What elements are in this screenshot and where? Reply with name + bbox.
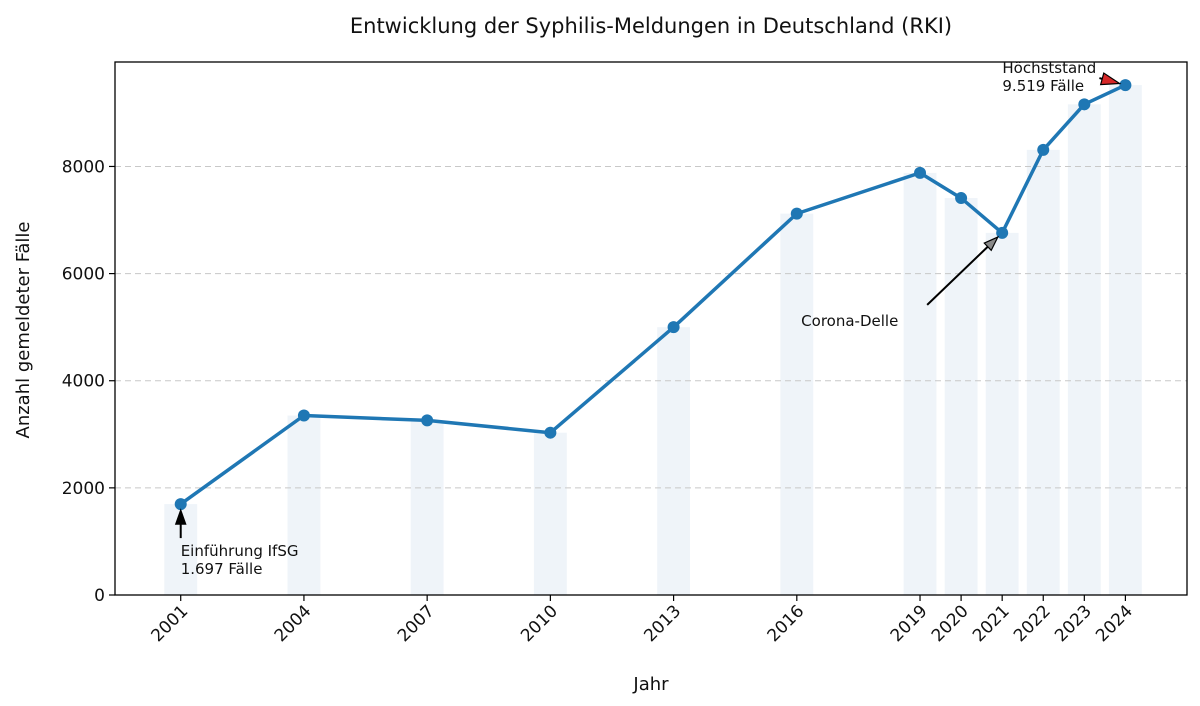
data-point-2016 xyxy=(790,207,803,220)
background-bar-2004 xyxy=(287,415,321,595)
annotation-text: Höchststand 9.519 Fälle xyxy=(1002,59,1096,95)
background-bar-2013 xyxy=(657,327,691,595)
annotation-corona: Corona-Delle xyxy=(801,235,1000,330)
x-tick-label: 2001 xyxy=(148,601,193,646)
plot-frame xyxy=(114,61,1188,596)
background-bar-2023 xyxy=(1067,104,1101,595)
background-bar-2019 xyxy=(903,172,937,595)
data-point-2019 xyxy=(914,166,927,179)
y-tick-label: 8000 xyxy=(62,157,105,177)
y-tick-label: 4000 xyxy=(62,372,105,392)
data-point-2024 xyxy=(1119,79,1132,92)
annotations: Einführung IfSG 1.697 Fälle Corona-Delle Hö… xyxy=(174,59,1122,578)
annotation-arrow-shaft xyxy=(926,246,989,306)
x-axis-label: Jahr xyxy=(632,674,669,695)
x-tick-label: 2004 xyxy=(271,601,316,646)
x-tick-label: 2016 xyxy=(764,601,809,646)
annotation-peak: Höchststand 9.519 Fälle xyxy=(1002,59,1122,95)
x-tick-label: 2013 xyxy=(640,601,685,646)
x-tick-label: 2010 xyxy=(517,601,562,646)
background-bar-2007 xyxy=(410,420,444,595)
x-tick-label: 2024 xyxy=(1092,601,1137,646)
annotation-line: 9.519 Fälle xyxy=(1002,77,1084,95)
annotation-line: 1.697 Fälle xyxy=(181,560,263,578)
background-bars xyxy=(164,85,1142,595)
gridlines xyxy=(115,165,1187,489)
annotation-text: Einführung IfSG 1.697 Fälle xyxy=(181,542,299,578)
x-tick-label: 2021 xyxy=(969,601,1014,646)
annotation-line: Einführung IfSG xyxy=(181,542,299,560)
background-bar-2024 xyxy=(1108,85,1142,595)
annotation-text: Corona-Delle xyxy=(801,312,898,330)
annotation-line: Höchststand xyxy=(1002,59,1096,77)
data-point-2004 xyxy=(297,409,310,422)
y-axis-label: Anzahl gemeldeter Fälle xyxy=(13,221,34,438)
background-bar-2022 xyxy=(1026,149,1060,595)
data-point-2021 xyxy=(996,226,1009,239)
chart-title: Entwicklung der Syphilis-Meldungen in De… xyxy=(350,14,952,38)
series-syphilis xyxy=(174,79,1132,511)
background-bar-2020 xyxy=(944,198,978,595)
annotation-ifsg: Einführung IfSG 1.697 Fälle xyxy=(174,508,299,578)
annotation-line: Corona-Delle xyxy=(801,312,898,330)
x-tick-label: 2023 xyxy=(1051,601,1096,646)
x-tick-label: 2022 xyxy=(1010,601,1055,646)
x-axis: 2001 2004 2007 2010 2013 2016 2019202020212022… xyxy=(148,595,1137,646)
data-point-2022 xyxy=(1037,143,1050,156)
data-point-2023 xyxy=(1078,98,1091,111)
data-point-2007 xyxy=(421,414,434,427)
background-bar-2016 xyxy=(780,213,814,595)
background-bar-2010 xyxy=(533,432,567,595)
y-tick-label: 6000 xyxy=(62,265,105,285)
data-point-2010 xyxy=(544,426,557,439)
x-tick-label: 2020 xyxy=(928,601,973,646)
x-tick-label: 2007 xyxy=(394,601,439,646)
y-tick-label: 2000 xyxy=(62,479,105,499)
y-tick-label: 0 xyxy=(94,586,105,606)
x-tick-label: 2019 xyxy=(887,601,932,646)
data-point-2001 xyxy=(174,498,187,511)
data-point-2020 xyxy=(955,192,968,205)
annotation-arrow-head xyxy=(1099,72,1122,86)
series-line xyxy=(179,83,1127,506)
annotation-arrow-head xyxy=(983,235,1000,252)
y-axis: 0 2000 4000 6000 8000 xyxy=(62,157,115,606)
annotation-arrow-head xyxy=(174,508,187,525)
data-point-2013 xyxy=(667,321,680,334)
background-bar-2021 xyxy=(985,232,1019,595)
